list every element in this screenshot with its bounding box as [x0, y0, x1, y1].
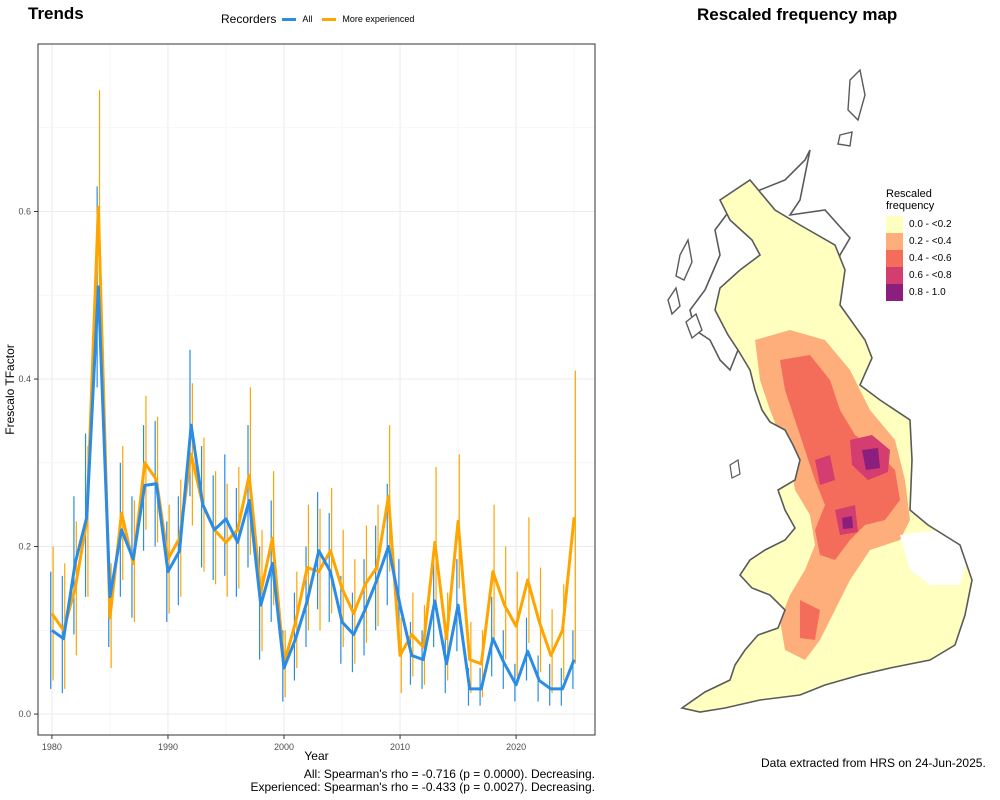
map-legend: Rescaled frequency 0.0 - <0.2 0.2 - <0.4…	[886, 188, 952, 301]
y-tick-label: 0.6	[18, 207, 31, 217]
x-axis-label: Year	[304, 749, 328, 763]
map-legend-row: 0.2 - <0.4	[886, 233, 952, 250]
y-tick-label: 0.2	[18, 542, 31, 552]
chart-legend: Recorders All More experienced	[221, 12, 414, 26]
map-gap-east	[900, 530, 970, 585]
map-legend-row: 0.6 - <0.8	[886, 267, 952, 284]
stat-all: All: Spearman's rho = -0.716 (p = 0.0000…	[303, 767, 595, 781]
map-legend-label: 0.6 - <0.8	[909, 270, 952, 281]
legend-swatch-all	[282, 17, 297, 21]
footnote: Data extracted from HRS on 24-Jun-2025.	[761, 756, 986, 770]
map-zone-8-10	[842, 448, 880, 529]
map-legend-label: 0.2 - <0.4	[909, 236, 952, 247]
map-legend-swatch	[886, 284, 903, 301]
hebrides-outline	[667, 237, 703, 340]
legend-label-all: All	[302, 14, 313, 24]
map-legend-label: 0.0 - <0.2	[909, 219, 952, 230]
map-legend-swatch	[886, 216, 903, 233]
map-legend-row: 0.4 - <0.6	[886, 250, 952, 267]
stat-experienced: Experienced: Spearman's rho = -0.433 (p …	[250, 780, 596, 794]
map-legend-row: 0.8 - 1.0	[886, 284, 952, 301]
trend-chart: 1980 1990 2000 2010 2020 0.0 0.2 0.4 0.6 Year Fres…	[3, 43, 596, 763]
map-legend-swatch	[886, 267, 903, 284]
frequency-map	[667, 68, 973, 713]
plot-frame	[37, 43, 596, 736]
series-line-experienced	[50, 205, 576, 666]
map-legend-label: 0.8 - 1.0	[909, 287, 946, 298]
map-legend-swatch	[886, 233, 903, 250]
y-axis-label: Frescalo TFactor	[3, 344, 17, 434]
map-title: Rescaled frequency map	[697, 5, 898, 24]
legend-title: Recorders	[221, 12, 277, 26]
x-tick-label: 1980	[42, 742, 62, 752]
map-legend-label: 0.4 - <0.6	[909, 253, 952, 264]
x-tick-label: 2000	[274, 742, 294, 752]
map-zone-4-6	[780, 355, 900, 640]
y-tick-label: 0.4	[18, 374, 31, 384]
legend-label-experienced: More experienced	[342, 14, 415, 24]
map-legend-title-1: Rescaled	[886, 188, 932, 200]
isle-of-man-outline	[729, 459, 741, 479]
map-legend-row: 0.0 - <0.2	[886, 216, 952, 233]
y-tick-label: 0.0	[18, 709, 31, 719]
gb-outline	[680, 178, 973, 713]
series-line-all	[51, 285, 576, 691]
x-tick-label: 2020	[506, 742, 526, 752]
x-tick-label: 1990	[158, 742, 178, 752]
x-tick-label: 2010	[390, 742, 410, 752]
map-legend-swatch	[886, 250, 903, 267]
legend-swatch-experienced	[322, 17, 337, 21]
chart-title: Trends	[28, 4, 84, 23]
northern-isles-outline	[837, 68, 866, 147]
stats-block: All: Spearman's rho = -0.716 (p = 0.0000…	[251, 768, 596, 794]
map-legend-title-2: frequency	[886, 200, 935, 212]
